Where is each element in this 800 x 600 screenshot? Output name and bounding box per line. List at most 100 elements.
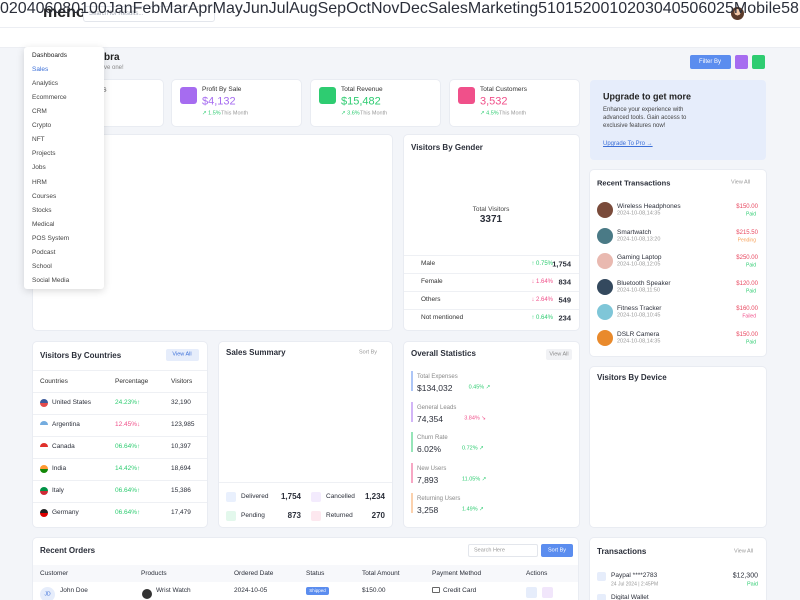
filter-button-label[interactable]: Filter By	[698, 59, 722, 65]
view-all-button[interactable]	[546, 349, 572, 360]
menu-item[interactable]: Projects	[32, 150, 56, 158]
search-placeholder[interactable]: Search Here	[474, 546, 505, 553]
action-button[interactable]	[526, 587, 537, 598]
view-all-label[interactable]: View All	[172, 351, 192, 358]
change-label: ↑ 0.75%	[531, 261, 553, 267]
sort-label[interactable]: Sort By	[359, 349, 378, 356]
sort-label[interactable]: Sort By	[547, 546, 567, 553]
menu-item[interactable]: Social Media	[32, 276, 70, 284]
x-tick-label: Jan	[106, 0, 133, 17]
visitors: 123,985	[171, 420, 195, 428]
menu-item[interactable]: CRM	[32, 107, 47, 115]
row-divider	[33, 436, 207, 437]
stat-label: General Leads	[417, 404, 457, 411]
menu-item[interactable]: Sales	[32, 65, 49, 73]
legend-label: Female	[421, 277, 443, 285]
menu-item[interactable]: Stocks	[32, 206, 52, 214]
r-tick-label: 15	[564, 0, 583, 17]
amount: $120.00	[736, 280, 758, 287]
stat-label: Profit By Sale	[202, 85, 242, 93]
menu-item[interactable]: Crypto	[32, 122, 52, 130]
status: Paid	[745, 288, 756, 295]
card-title: Visitors By Gender	[411, 143, 483, 152]
menu-item[interactable]: Ecommerce	[32, 93, 67, 101]
y-tick-label: 20	[627, 0, 645, 17]
country-name: Italy	[52, 486, 64, 494]
icon-button[interactable]	[735, 55, 748, 69]
amount: $160.00	[736, 306, 758, 313]
view-all-label[interactable]: View All	[549, 350, 569, 357]
transactions-list-card	[590, 538, 766, 600]
stat-label: Total Customers	[480, 85, 527, 93]
menu-item[interactable]: Courses	[32, 192, 57, 200]
menu-item[interactable]: Dashboards	[32, 51, 68, 59]
menu-item[interactable]: POS System	[32, 234, 70, 242]
product-date: 2024-10-08,12:05	[617, 261, 661, 268]
stat-icon	[319, 87, 336, 104]
status: Paid	[746, 581, 758, 588]
view-all-button[interactable]	[166, 349, 199, 361]
view-all-label[interactable]: View All	[734, 548, 754, 555]
flag	[40, 421, 48, 429]
action-button[interactable]	[542, 587, 553, 598]
stat-value: 6.02%	[417, 443, 442, 454]
amount: $215.50	[736, 229, 758, 236]
stat-accent	[411, 401, 413, 422]
y-tick-label: 0	[600, 0, 610, 17]
product-icon	[142, 589, 152, 599]
row-divider	[33, 480, 207, 481]
sort-button[interactable]	[541, 544, 573, 557]
view-all-label[interactable]: View All	[731, 179, 751, 186]
menu-item[interactable]: Podcast	[32, 248, 56, 256]
product-name: Wireless Headphones	[617, 202, 681, 210]
menu-item[interactable]: School	[32, 262, 52, 270]
x-tick-label: Aug	[289, 0, 318, 17]
row-divider	[33, 458, 207, 459]
stat-value: $4,132	[202, 95, 236, 108]
percentage: 06.64%	[115, 508, 138, 516]
summary-label: Delivered	[241, 492, 269, 500]
product-date: 2024-10-08,13:20	[617, 235, 661, 242]
percentage: 12.45%	[115, 420, 138, 428]
dropdown-menu	[24, 47, 104, 289]
avatar[interactable]	[731, 7, 744, 20]
status-badge	[306, 587, 329, 595]
row-divider	[404, 255, 579, 256]
percentage: 06.64%	[115, 442, 138, 450]
column-header: Percentage	[115, 377, 149, 385]
transactions-card	[590, 170, 766, 356]
sales-summary-card	[219, 342, 392, 527]
row-divider	[404, 273, 579, 274]
stat-label: Returning Users	[417, 496, 461, 502]
stat-value: 7,893	[417, 474, 439, 485]
stat-change: 3.84% ↘	[464, 414, 486, 421]
product-icon	[597, 253, 613, 270]
order-date: 2024-10-05	[234, 586, 268, 594]
menu-item[interactable]: Analytics	[32, 79, 59, 87]
r-tick-label: 5	[538, 0, 548, 17]
nav-bar	[0, 28, 800, 48]
menu-item[interactable]: NFT	[32, 136, 45, 144]
product-date: 2024-10-08,14:35	[617, 338, 661, 345]
search-placeholder[interactable]: Search for Results...	[89, 11, 144, 17]
percentage: 14.42%	[115, 464, 138, 472]
search-box[interactable]	[83, 6, 215, 22]
status: Paid	[745, 211, 756, 218]
card-icon	[432, 587, 440, 593]
icon-button[interactable]	[752, 55, 765, 69]
filter-button[interactable]	[690, 55, 731, 69]
change-label: ↓ 2.64%	[531, 297, 553, 303]
summary-value: 873	[287, 511, 301, 520]
menu-item[interactable]: Jobs	[32, 164, 46, 172]
flag	[40, 399, 48, 407]
search-box[interactable]	[468, 544, 538, 557]
summary-value: 1,234	[364, 492, 385, 501]
menu-item[interactable]: Medical	[32, 220, 55, 228]
column-header: Countries	[40, 377, 68, 385]
divider	[219, 482, 392, 483]
stat-icon	[180, 87, 197, 104]
menu-item[interactable]: HRM	[32, 178, 47, 186]
upgrade-link[interactable]: Upgrade To Pro →	[603, 141, 653, 147]
stat-value: $134,032	[417, 382, 453, 393]
legend-label: Sales	[427, 0, 468, 17]
